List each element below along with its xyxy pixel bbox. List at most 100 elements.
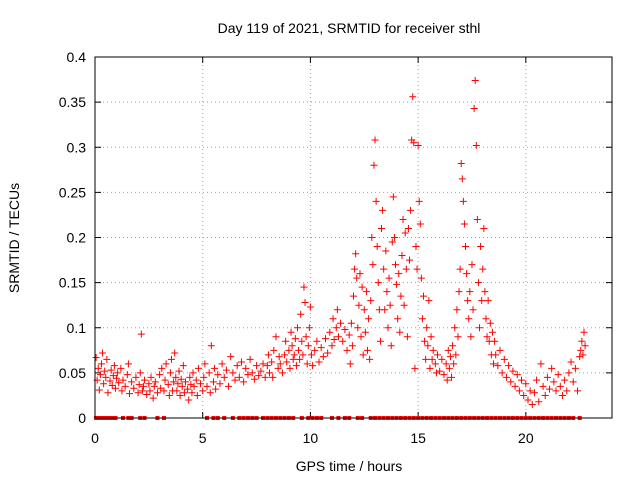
data-point (194, 364, 202, 372)
data-point (468, 261, 476, 269)
x-axis-label: GPS time / hours (296, 458, 403, 474)
data-point (372, 197, 380, 205)
data-point (398, 252, 406, 260)
data-point (321, 335, 329, 343)
data-point (543, 373, 551, 381)
data-point (179, 362, 187, 370)
data-point (418, 315, 426, 323)
data-point (190, 382, 198, 390)
data-point (261, 373, 269, 381)
data-point (484, 297, 492, 305)
data-point (541, 391, 549, 399)
data-point (394, 315, 402, 323)
data-point (446, 353, 454, 361)
data-point (381, 306, 389, 314)
data-point (348, 342, 356, 350)
data-point (369, 261, 377, 269)
data-point (278, 369, 286, 377)
data-point (291, 335, 299, 343)
data-point (193, 391, 201, 399)
y-tick-label: 0.05 (59, 365, 86, 381)
data-point (303, 360, 311, 368)
data-point (453, 306, 461, 314)
tick-labels: 0 0.05 0.1 0.15 0.2 0.25 0.3 0.35 0.4 0 5 10 15 20 (59, 49, 534, 446)
data-point (330, 335, 338, 343)
data-point (328, 342, 336, 350)
data-point (462, 243, 470, 251)
data-point (334, 333, 342, 341)
data-point (368, 234, 376, 241)
data-point (449, 342, 457, 350)
data-point (192, 376, 200, 384)
data-point (450, 360, 458, 368)
data-point (137, 330, 145, 338)
data-point (240, 378, 248, 386)
data-point (577, 346, 585, 354)
data-point (150, 382, 158, 390)
data-point (257, 367, 265, 375)
data-point (571, 364, 579, 372)
data-point (347, 319, 355, 327)
data-point (364, 346, 372, 354)
data-point (175, 367, 183, 375)
data-point (500, 355, 508, 363)
data-point (101, 367, 109, 375)
y-tick-label: 0.4 (67, 49, 87, 65)
data-point (581, 342, 589, 350)
data-point (380, 265, 388, 273)
data-point (302, 333, 310, 341)
data-point (492, 351, 500, 359)
data-point (452, 351, 460, 359)
data-point (132, 373, 140, 381)
data-point (415, 197, 423, 205)
data-point (395, 270, 403, 278)
data-point (509, 367, 517, 375)
data-point (513, 371, 521, 379)
data-point (535, 398, 543, 406)
data-point (477, 243, 485, 251)
data-point (550, 378, 558, 386)
data-point (443, 376, 451, 384)
data-point (207, 342, 215, 350)
data-point (94, 364, 102, 372)
data-point (104, 389, 112, 397)
data-point (309, 362, 317, 370)
x-tick-label: 20 (518, 430, 534, 446)
data-point (111, 384, 119, 392)
data-point (313, 337, 321, 345)
data-point (319, 353, 327, 361)
data-point (345, 331, 353, 339)
data-point (255, 372, 263, 380)
data-point (161, 376, 169, 384)
data-point (276, 360, 284, 368)
data-point (554, 371, 562, 379)
data-point (426, 364, 434, 372)
data-point (360, 306, 368, 314)
data-point (178, 382, 186, 390)
data-point (270, 346, 278, 354)
data-point (406, 256, 414, 264)
data-point (177, 375, 185, 383)
data-point (389, 193, 397, 201)
data-point (476, 324, 484, 332)
data-point (141, 376, 149, 384)
data-point (242, 364, 250, 372)
data-point (97, 360, 105, 368)
data-point (374, 279, 382, 287)
x-tick-label: 0 (91, 430, 99, 446)
data-point (102, 373, 110, 381)
data-point (180, 389, 188, 397)
data-point (165, 391, 173, 399)
data-point (130, 384, 138, 392)
data-point (281, 351, 289, 359)
data-point (214, 371, 222, 379)
data-point (448, 373, 456, 381)
data-point (367, 297, 375, 305)
data-point (482, 315, 490, 323)
data-point (561, 376, 569, 384)
data-point (524, 396, 532, 404)
data-point (351, 265, 359, 273)
y-tick-label: 0.35 (59, 94, 86, 110)
data-point (246, 355, 254, 363)
data-point (259, 360, 267, 368)
